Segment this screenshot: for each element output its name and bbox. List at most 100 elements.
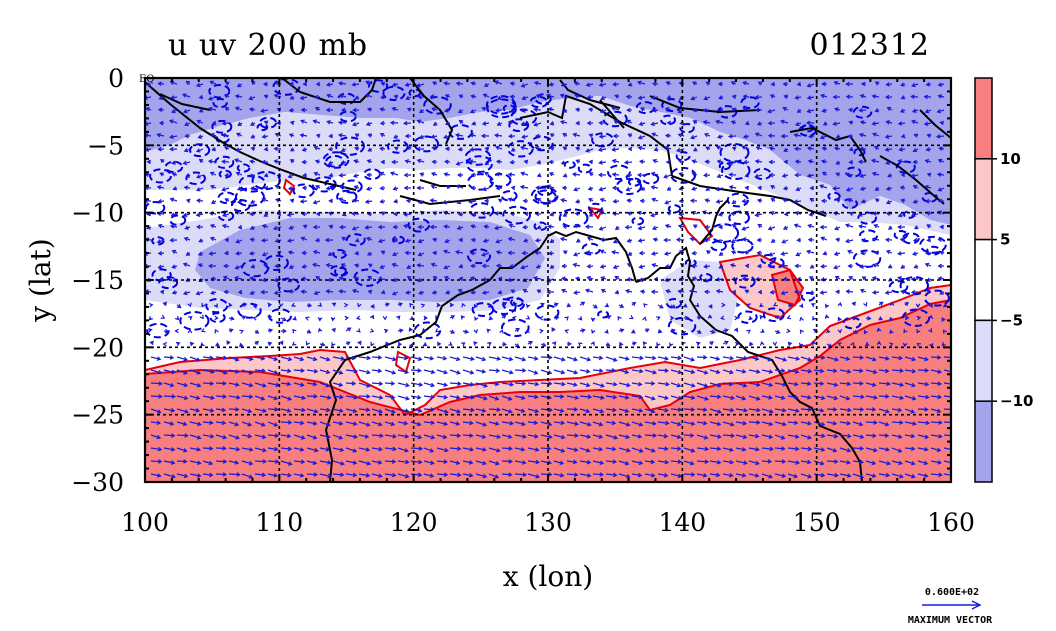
wind-vector-head [382,315,388,321]
wind-vector-head [636,80,642,86]
wind-vector [644,408,655,413]
wind-vector-head [369,328,375,333]
negative-contour-loop [737,310,758,324]
wind-vector-head [788,302,794,308]
wind-vector [761,408,773,413]
wind-vector-head [392,433,397,439]
wind-vector [553,434,565,439]
wind-vector-head [911,356,917,362]
wind-vector-head [742,420,748,426]
wind-vector [176,369,188,375]
wind-vector [462,369,474,374]
wind-vector [579,421,591,426]
wind-vector [488,460,499,465]
wind-vector-head [754,94,759,100]
wind-vector-head [182,421,188,427]
wind-vector-head [547,421,553,427]
wind-vector-head [416,82,421,88]
wind-vector-head [573,357,578,362]
wind-vector-head [748,315,754,321]
wind-vector [189,460,201,464]
wind-vector-head [731,199,737,204]
wind-vector-head [857,159,863,165]
wind-vector-head [365,93,370,98]
wind-vector [852,421,863,426]
wind-vector [397,408,409,412]
wind-vector-head [705,250,711,255]
wind-vector [176,460,187,463]
wind-vector-head [729,459,735,465]
wind-vector-head [330,316,336,322]
wind-vector-head [406,264,411,269]
wind-vector-head [209,223,215,229]
wind-vector-head [631,301,637,307]
wind-vector-head [807,357,813,362]
wind-vector-head [457,109,463,114]
wind-vector-head [899,368,904,374]
wind-vector-head [301,250,306,256]
wind-vector [163,447,175,451]
wind-vector-head [482,93,488,98]
wind-vector [488,447,500,452]
wind-vector-head [588,212,594,217]
wind-vector [657,473,668,477]
wind-vector-head [872,356,877,362]
wind-vector-head [182,262,188,267]
wind-vector-head [274,238,280,243]
wind-vector-head [338,435,344,440]
wind-vector-head [431,159,436,165]
wind-vector [579,447,590,452]
wind-vector-head [939,224,944,230]
wind-vector-head [340,461,345,466]
wind-vector-head [234,357,240,362]
negative-contour-loop [211,119,233,134]
wind-vector-head [481,369,487,374]
wind-vector-head [519,184,525,190]
wind-vector [592,460,604,464]
wind-vector-head [671,328,676,333]
wind-vector-head [853,329,859,334]
wind-vector-head [443,459,449,464]
wind-vector-head [195,82,201,88]
wind-vector-head [562,108,568,113]
wind-vector [358,473,370,477]
wind-vector-head [300,368,305,373]
wind-vector-head [496,121,502,126]
wind-vector [514,356,526,361]
wind-vector [891,473,903,478]
wind-vector-head [443,394,449,400]
negative-contour-loop [259,116,278,129]
wind-vector [273,226,282,230]
wind-vector-head [156,434,162,440]
y-tick-label: −5 [87,131,124,160]
wind-vector [579,460,591,464]
wind-vector-head [754,132,760,137]
wind-vector-head [380,159,385,165]
wind-vector-head [443,134,448,140]
wind-vector-head [916,342,921,348]
wind-vector-head [759,314,764,320]
wind-vector [657,447,668,450]
wind-vector [410,382,423,386]
negative-contour-loop [534,189,557,205]
wind-vector-head [781,173,787,178]
wind-vector-head [859,434,865,439]
wind-vector [592,434,603,438]
wind-vector-head [741,369,747,374]
wind-vector-head [417,224,422,230]
wind-vector [657,356,668,360]
wind-vector-head [663,472,669,478]
wind-vector-head [533,80,539,86]
wind-vector-head [832,368,838,374]
wind-vector-head [314,159,320,164]
wind-vector-head [482,422,488,427]
wind-vector-head [404,250,409,256]
wind-vector-head [694,302,700,308]
wind-vector-head [900,82,905,87]
wind-vector-head [170,433,176,438]
wind-vector-head [900,289,905,295]
wind-vector-head [562,146,567,151]
wind-vector [787,395,798,399]
wind-vector-head [560,160,566,166]
wind-vector-head [145,133,149,138]
